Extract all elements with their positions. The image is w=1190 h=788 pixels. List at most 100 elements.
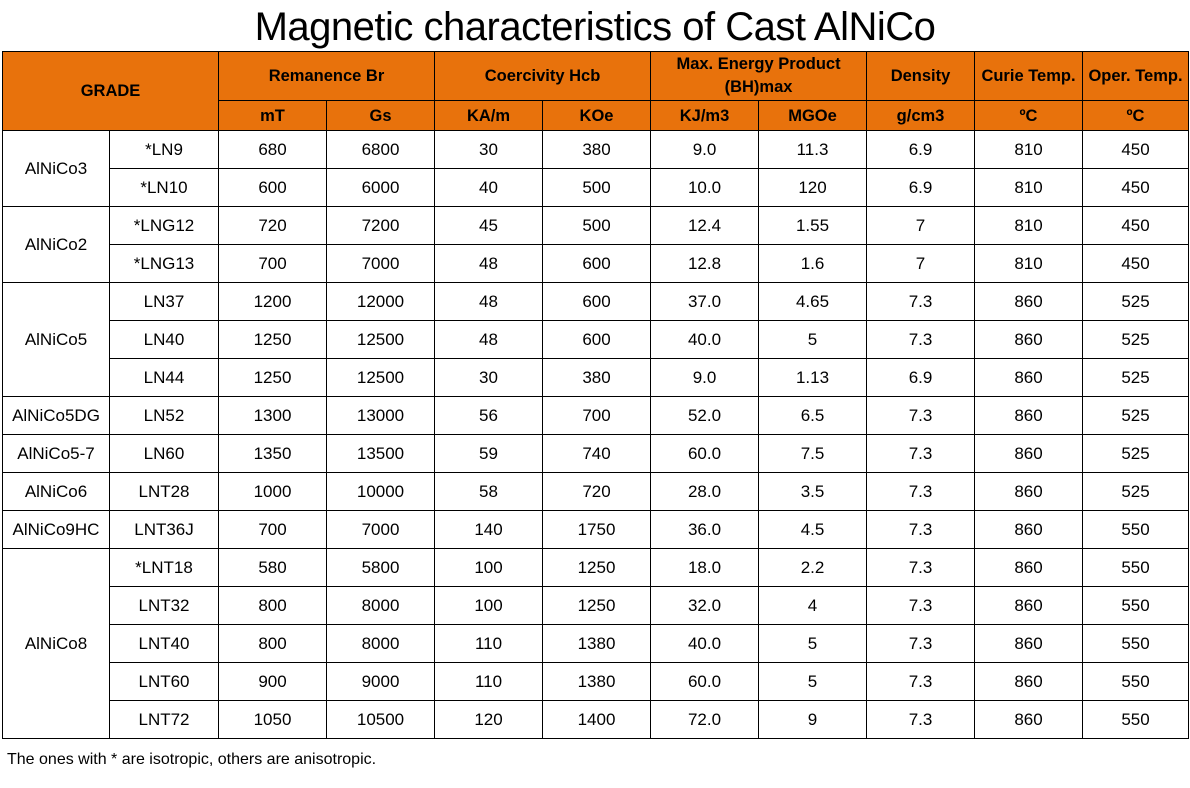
curie-temp-cell: 810 xyxy=(974,244,1084,283)
br-mt-cell: 700 xyxy=(218,510,327,549)
grade-cell: LNT36J xyxy=(109,510,219,549)
density-cell: 7.3 xyxy=(866,396,976,435)
hcb-kam-cell: 110 xyxy=(434,624,543,663)
bhmax-mgoe-cell: 9 xyxy=(758,700,868,739)
bhmax-mgoe-cell: 4.65 xyxy=(758,282,868,321)
oper-temp-cell: 550 xyxy=(1082,662,1190,701)
grade-cell: LNT32 xyxy=(109,586,219,625)
bhmax-mgoe-cell: 120 xyxy=(758,168,868,207)
unit-curie-c: ºC xyxy=(974,100,1084,131)
table-row: AlNiCo9HC LNT36J 700 7000 140 1750 36.0 4.5 7.3 8… xyxy=(2,510,1190,549)
curie-temp-cell: 810 xyxy=(974,168,1084,207)
curie-temp-cell: 860 xyxy=(974,434,1084,473)
table-row: AlNiCo5DG LN52 1300 13000 56 700 52.0 6.5 7.3 860… xyxy=(2,396,1190,435)
characteristics-table: GRADE Remanence Br Coercivity Hcb Max. E… xyxy=(2,51,1190,739)
header-density: Density xyxy=(866,51,976,101)
unit-oper-c: ºC xyxy=(1082,100,1190,131)
table-row: AlNiCo2 *LNG12 720 7200 45 500 12.4 1.55 7 810 450 xyxy=(2,206,1190,283)
bhmax-kjm3-cell: 12.4 xyxy=(650,206,760,245)
br-mt-cell: 1250 xyxy=(218,320,327,359)
br-gs-cell: 7000 xyxy=(326,244,435,283)
table-row: LN40 1250 12500 48 600 40.0 5 7.3 860 525 xyxy=(3,320,1190,359)
br-gs-cell: 10500 xyxy=(326,700,435,739)
hcb-koe-cell: 1250 xyxy=(541,586,652,625)
curie-temp-cell: 860 xyxy=(974,396,1084,435)
family-cell: AlNiCo3 xyxy=(2,130,110,207)
br-mt-cell: 720 xyxy=(218,206,327,245)
bhmax-kjm3-cell: 10.0 xyxy=(650,168,760,207)
br-mt-cell: 1250 xyxy=(218,358,327,397)
bhmax-mgoe-cell: 5 xyxy=(758,624,868,663)
table-row: LNT72 1050 10500 120 1400 72.0 9 7.3 860 550 xyxy=(3,700,1190,739)
grade-cell: LN40 xyxy=(109,320,219,359)
density-cell: 7.3 xyxy=(866,434,976,473)
br-gs-cell: 12500 xyxy=(326,320,435,359)
br-mt-cell: 600 xyxy=(218,168,327,207)
curie-temp-cell: 860 xyxy=(974,662,1084,701)
bhmax-mgoe-cell: 1.6 xyxy=(758,244,868,283)
hcb-kam-cell: 48 xyxy=(434,320,543,359)
br-gs-cell: 13000 xyxy=(326,396,435,435)
family-cell: AlNiCo5 xyxy=(2,282,110,397)
br-gs-cell: 6800 xyxy=(326,130,435,169)
table-row: AlNiCo3 *LN9 680 6800 30 380 9.0 11.3 6.9 810 450 xyxy=(2,130,1190,207)
oper-temp-cell: 550 xyxy=(1082,510,1190,549)
hcb-kam-cell: 58 xyxy=(434,472,543,511)
oper-temp-cell: 450 xyxy=(1082,244,1190,283)
density-cell: 7.3 xyxy=(866,586,976,625)
bhmax-mgoe-cell: 1.13 xyxy=(758,358,868,397)
grade-cell: *LN10 xyxy=(109,168,219,207)
family-cell: AlNiCo9HC xyxy=(2,510,110,549)
table-row: LN44 1250 12500 30 380 9.0 1.13 6.9 860 525 xyxy=(3,358,1190,397)
br-mt-cell: 1050 xyxy=(218,700,327,739)
grade-cell: LN44 xyxy=(109,358,219,397)
hcb-kam-cell: 48 xyxy=(434,244,543,283)
bhmax-kjm3-cell: 28.0 xyxy=(650,472,760,511)
bhmax-mgoe-cell: 5 xyxy=(758,320,868,359)
oper-temp-cell: 525 xyxy=(1082,358,1190,397)
bhmax-mgoe-cell: 6.5 xyxy=(758,396,868,435)
hcb-koe-cell: 600 xyxy=(541,244,652,283)
bhmax-kjm3-cell: 60.0 xyxy=(650,662,760,701)
unit-ka-m: KA/m xyxy=(434,100,543,131)
table-row: *LNG13 700 7000 48 600 12.8 1.6 7 810 450 xyxy=(3,244,1190,283)
curie-temp-cell: 860 xyxy=(974,358,1084,397)
bhmax-kjm3-cell: 37.0 xyxy=(650,282,760,321)
bhmax-kjm3-cell: 72.0 xyxy=(650,700,760,739)
hcb-koe-cell: 600 xyxy=(541,320,652,359)
table-row: AlNiCo5 LN37 1200 12000 48 600 37.0 4.65 7.3 860 5… xyxy=(2,282,1190,397)
grade-cell: *LNT18 xyxy=(109,548,219,587)
family-cell: AlNiCo2 xyxy=(2,206,110,283)
grade-cell: LN60 xyxy=(109,434,219,473)
bhmax-kjm3-cell: 18.0 xyxy=(650,548,760,587)
hcb-kam-cell: 100 xyxy=(434,548,543,587)
hcb-koe-cell: 1250 xyxy=(541,548,652,587)
oper-temp-cell: 450 xyxy=(1082,168,1190,207)
family-cell: AlNiCo8 xyxy=(2,548,110,739)
br-mt-cell: 580 xyxy=(218,548,327,587)
bhmax-mgoe-cell: 4.5 xyxy=(758,510,868,549)
br-gs-cell: 9000 xyxy=(326,662,435,701)
curie-temp-cell: 860 xyxy=(974,282,1084,321)
br-gs-cell: 10000 xyxy=(326,472,435,511)
hcb-kam-cell: 45 xyxy=(434,206,543,245)
bhmax-mgoe-cell: 5 xyxy=(758,662,868,701)
table-row: AlNiCo6 LNT28 1000 10000 58 720 28.0 3.5 7.3 860 5… xyxy=(2,472,1190,511)
hcb-koe-cell: 740 xyxy=(541,434,652,473)
family-cell: AlNiCo6 xyxy=(2,472,110,511)
grade-cell: LNT60 xyxy=(109,662,219,701)
table-row: LNT60 900 9000 110 1380 60.0 5 7.3 860 550 xyxy=(3,662,1190,701)
bhmax-mgoe-cell: 7.5 xyxy=(758,434,868,473)
bhmax-kjm3-cell: 36.0 xyxy=(650,510,760,549)
hcb-koe-cell: 720 xyxy=(541,472,652,511)
unit-mt: mT xyxy=(218,100,327,131)
oper-temp-cell: 550 xyxy=(1082,586,1190,625)
bhmax-mgoe-cell: 2.2 xyxy=(758,548,868,587)
br-gs-cell: 6000 xyxy=(326,168,435,207)
hcb-kam-cell: 30 xyxy=(434,358,543,397)
curie-temp-cell: 860 xyxy=(974,320,1084,359)
hcb-koe-cell: 500 xyxy=(541,168,652,207)
hcb-koe-cell: 600 xyxy=(541,282,652,321)
oper-temp-cell: 525 xyxy=(1082,472,1190,511)
oper-temp-cell: 450 xyxy=(1082,206,1190,245)
